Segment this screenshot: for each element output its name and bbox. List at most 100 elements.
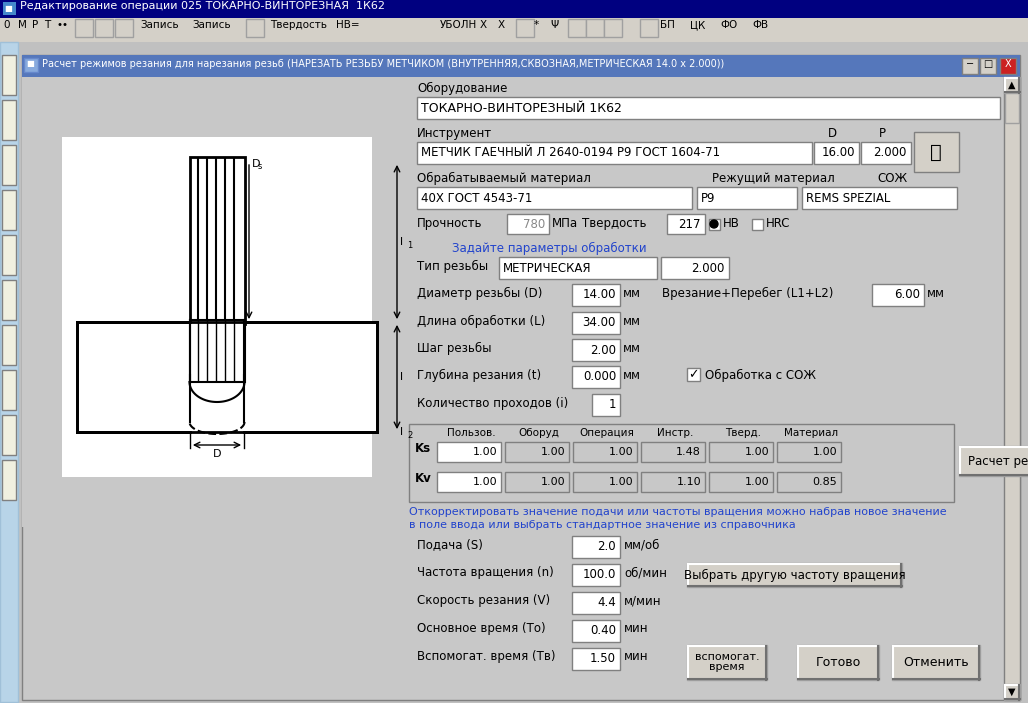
Text: 2.000: 2.000 xyxy=(874,146,907,160)
Bar xyxy=(1004,684,1020,700)
Bar xyxy=(861,142,911,164)
Text: Длина обработки (L): Длина обработки (L) xyxy=(417,315,545,328)
Text: Основное время (То): Основное время (То) xyxy=(417,622,546,635)
Text: Количество проходов (i): Количество проходов (i) xyxy=(417,397,568,410)
Text: 2: 2 xyxy=(407,430,412,439)
Bar xyxy=(709,219,720,230)
Text: Расчет режимов резания: Расчет режимов резания xyxy=(968,455,1028,467)
Text: м/мин: м/мин xyxy=(624,594,661,607)
Bar xyxy=(2,280,16,320)
Text: Тверд.: Тверд. xyxy=(725,428,761,438)
Bar xyxy=(661,257,729,279)
Text: МПа: МПа xyxy=(552,217,578,230)
Text: l: l xyxy=(400,372,403,382)
Bar xyxy=(499,257,657,279)
Bar xyxy=(516,19,534,37)
Bar xyxy=(687,368,700,381)
Bar xyxy=(2,145,16,185)
Bar xyxy=(409,424,954,502)
Bar xyxy=(802,187,957,209)
Text: Готово: Готово xyxy=(815,656,860,669)
Text: HB: HB xyxy=(723,217,740,230)
Text: М: М xyxy=(19,20,27,30)
Bar xyxy=(667,214,705,234)
Text: Вспомогат. время (Тв): Вспомогат. время (Тв) xyxy=(417,650,555,663)
Text: ФВ: ФВ xyxy=(752,20,768,30)
Bar xyxy=(980,58,996,74)
Text: 1.00: 1.00 xyxy=(541,447,565,457)
Bar xyxy=(1004,77,1020,700)
Text: Запись: Запись xyxy=(140,20,179,30)
Text: 6.00: 6.00 xyxy=(894,288,920,302)
Text: 1.00: 1.00 xyxy=(744,447,769,457)
Bar xyxy=(572,592,620,614)
Text: 1: 1 xyxy=(407,240,412,250)
Text: Операция: Операция xyxy=(580,428,634,438)
Text: МЕТЧИК ГАЕЧНЫЙ Л 2640-0194 Р9 ГОСТ 1604-71: МЕТЧИК ГАЕЧНЫЙ Л 2640-0194 Р9 ГОСТ 1604-… xyxy=(421,146,721,160)
Bar xyxy=(246,19,264,37)
Bar xyxy=(572,284,620,306)
Bar xyxy=(62,137,372,477)
Text: Пользов.: Пользов. xyxy=(447,428,495,438)
Text: 0: 0 xyxy=(3,20,9,30)
Bar xyxy=(1004,77,1020,93)
Text: Расчет режимов резания для нарезания резьб (НАРЕЗАТЬ РЕЗЬБУ МЕТЧИКОМ (ВНУТРЕННЯЯ: Расчет режимов резания для нарезания рез… xyxy=(42,59,725,69)
Text: 780: 780 xyxy=(523,217,545,231)
Bar xyxy=(2,190,16,230)
Text: REMS SPEZIAL: REMS SPEZIAL xyxy=(806,191,890,205)
Bar xyxy=(190,320,245,382)
Text: X: X xyxy=(480,20,487,30)
Text: 1.00: 1.00 xyxy=(744,477,769,487)
Text: 1.48: 1.48 xyxy=(676,447,701,457)
Text: БП: БП xyxy=(660,20,674,30)
Text: 1.00: 1.00 xyxy=(473,477,497,487)
Text: Ks: Ks xyxy=(415,441,431,455)
Text: Инструмент: Инструмент xyxy=(417,127,492,140)
Bar xyxy=(2,460,16,500)
Text: мм/об: мм/об xyxy=(624,538,660,551)
Bar xyxy=(814,142,859,164)
Text: 2.0: 2.0 xyxy=(597,541,616,553)
Bar xyxy=(797,645,879,680)
Text: 1: 1 xyxy=(609,399,616,411)
Text: Инстр.: Инстр. xyxy=(657,428,693,438)
Text: 0.85: 0.85 xyxy=(812,477,837,487)
Text: Твердость: Твердость xyxy=(582,217,647,230)
Bar xyxy=(1000,58,1016,74)
Bar xyxy=(417,142,812,164)
Text: Редактирование операции 025 ТОКАРНО-ВИНТОРЕЗНАЯ  1К62: Редактирование операции 025 ТОКАРНО-ВИНТ… xyxy=(20,1,385,11)
Text: Обработка с СОЖ: Обработка с СОЖ xyxy=(705,369,816,382)
Text: Оборудование: Оборудование xyxy=(417,82,508,95)
Text: P: P xyxy=(879,127,885,140)
Bar xyxy=(572,564,620,586)
Text: 1.00: 1.00 xyxy=(541,477,565,487)
Text: 0.40: 0.40 xyxy=(590,624,616,638)
Bar xyxy=(95,19,113,37)
Bar xyxy=(572,536,620,558)
Bar xyxy=(190,320,245,434)
Text: 217: 217 xyxy=(678,217,701,231)
Bar xyxy=(777,442,841,462)
Text: Задайте параметры обработки: Задайте параметры обработки xyxy=(452,242,647,255)
Bar xyxy=(641,442,705,462)
Text: *: * xyxy=(534,20,539,30)
Bar xyxy=(914,132,959,172)
Text: Запись: Запись xyxy=(192,20,230,30)
Bar xyxy=(437,472,501,492)
Text: Тип резьбы: Тип резьбы xyxy=(417,260,488,273)
Bar xyxy=(687,563,902,587)
Text: Оборуд: Оборуд xyxy=(518,428,559,438)
Bar xyxy=(1005,93,1019,123)
Text: ■: ■ xyxy=(26,59,34,68)
Bar xyxy=(24,58,38,72)
Bar xyxy=(572,648,620,670)
Text: Врезание+Перебег (L1+L2): Врезание+Перебег (L1+L2) xyxy=(662,287,834,300)
Bar xyxy=(959,446,1028,476)
Bar xyxy=(640,19,658,37)
Text: s: s xyxy=(258,162,262,171)
Text: l: l xyxy=(400,237,403,247)
Bar xyxy=(0,0,1028,18)
Bar xyxy=(962,58,978,74)
Bar xyxy=(437,442,501,462)
Text: D: D xyxy=(213,449,221,459)
